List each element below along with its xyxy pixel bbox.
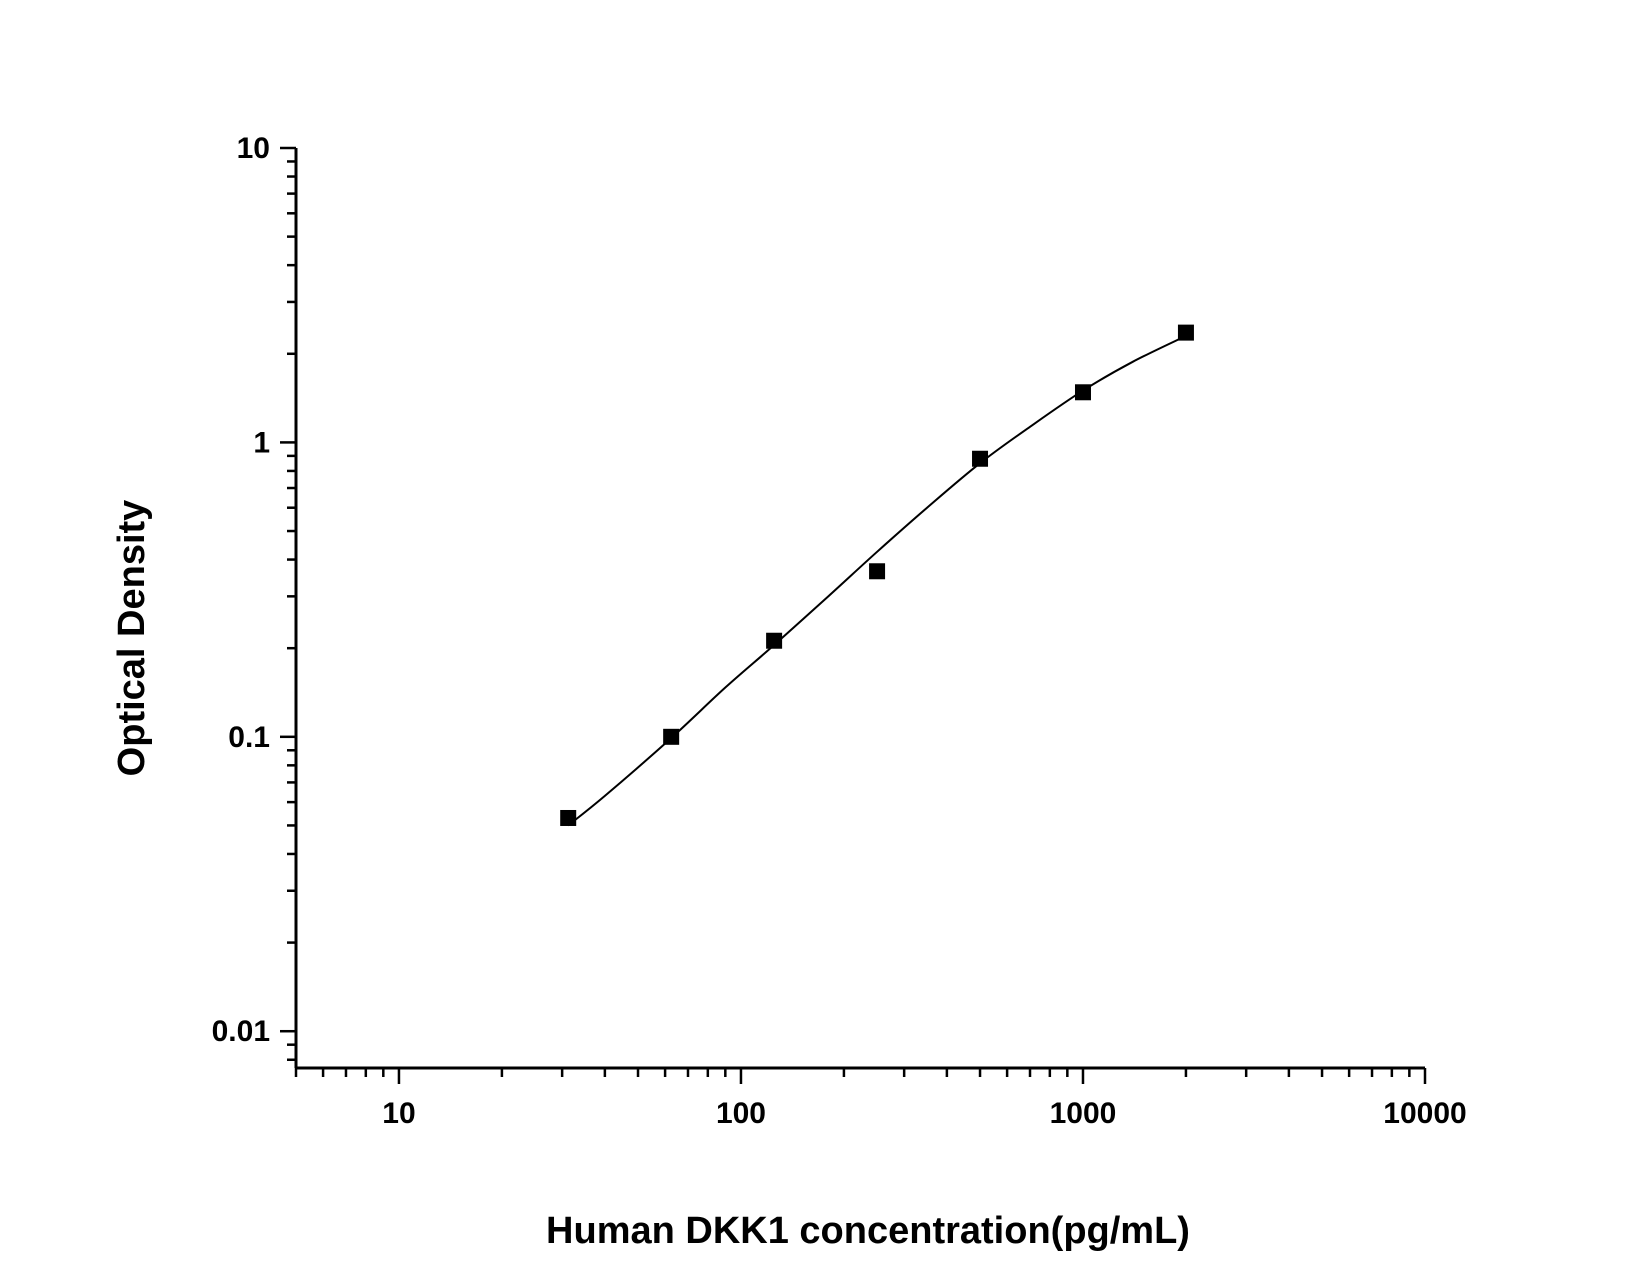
data-point xyxy=(766,632,783,649)
y-axis-title: Optical Density xyxy=(111,500,153,777)
axes: 10 100 1000 10000 0.01 0.1 1 10 xyxy=(212,132,1467,1130)
data-point xyxy=(1074,384,1091,401)
fit-curve xyxy=(567,335,1187,827)
y-tick-label: 10 xyxy=(237,132,270,165)
data-point xyxy=(972,450,989,467)
fit-curve-layer xyxy=(567,335,1187,827)
y-tick-label: 0.1 xyxy=(228,721,270,754)
x-tick-label: 10000 xyxy=(1383,1097,1466,1130)
x-tick-label: 1000 xyxy=(1050,1097,1117,1130)
x-tick-label: 100 xyxy=(716,1097,766,1130)
x-axis-title: Human DKK1 concentration(pg/mL) xyxy=(546,1210,1190,1252)
y-tick-label: 0.01 xyxy=(212,1015,270,1048)
data-point xyxy=(869,563,886,580)
x-tick-label: 10 xyxy=(382,1097,415,1130)
data-point xyxy=(1177,324,1194,341)
data-points-layer xyxy=(560,324,1194,826)
data-point xyxy=(560,809,577,826)
y-tick-label: 1 xyxy=(253,426,270,459)
data-point xyxy=(663,728,680,745)
